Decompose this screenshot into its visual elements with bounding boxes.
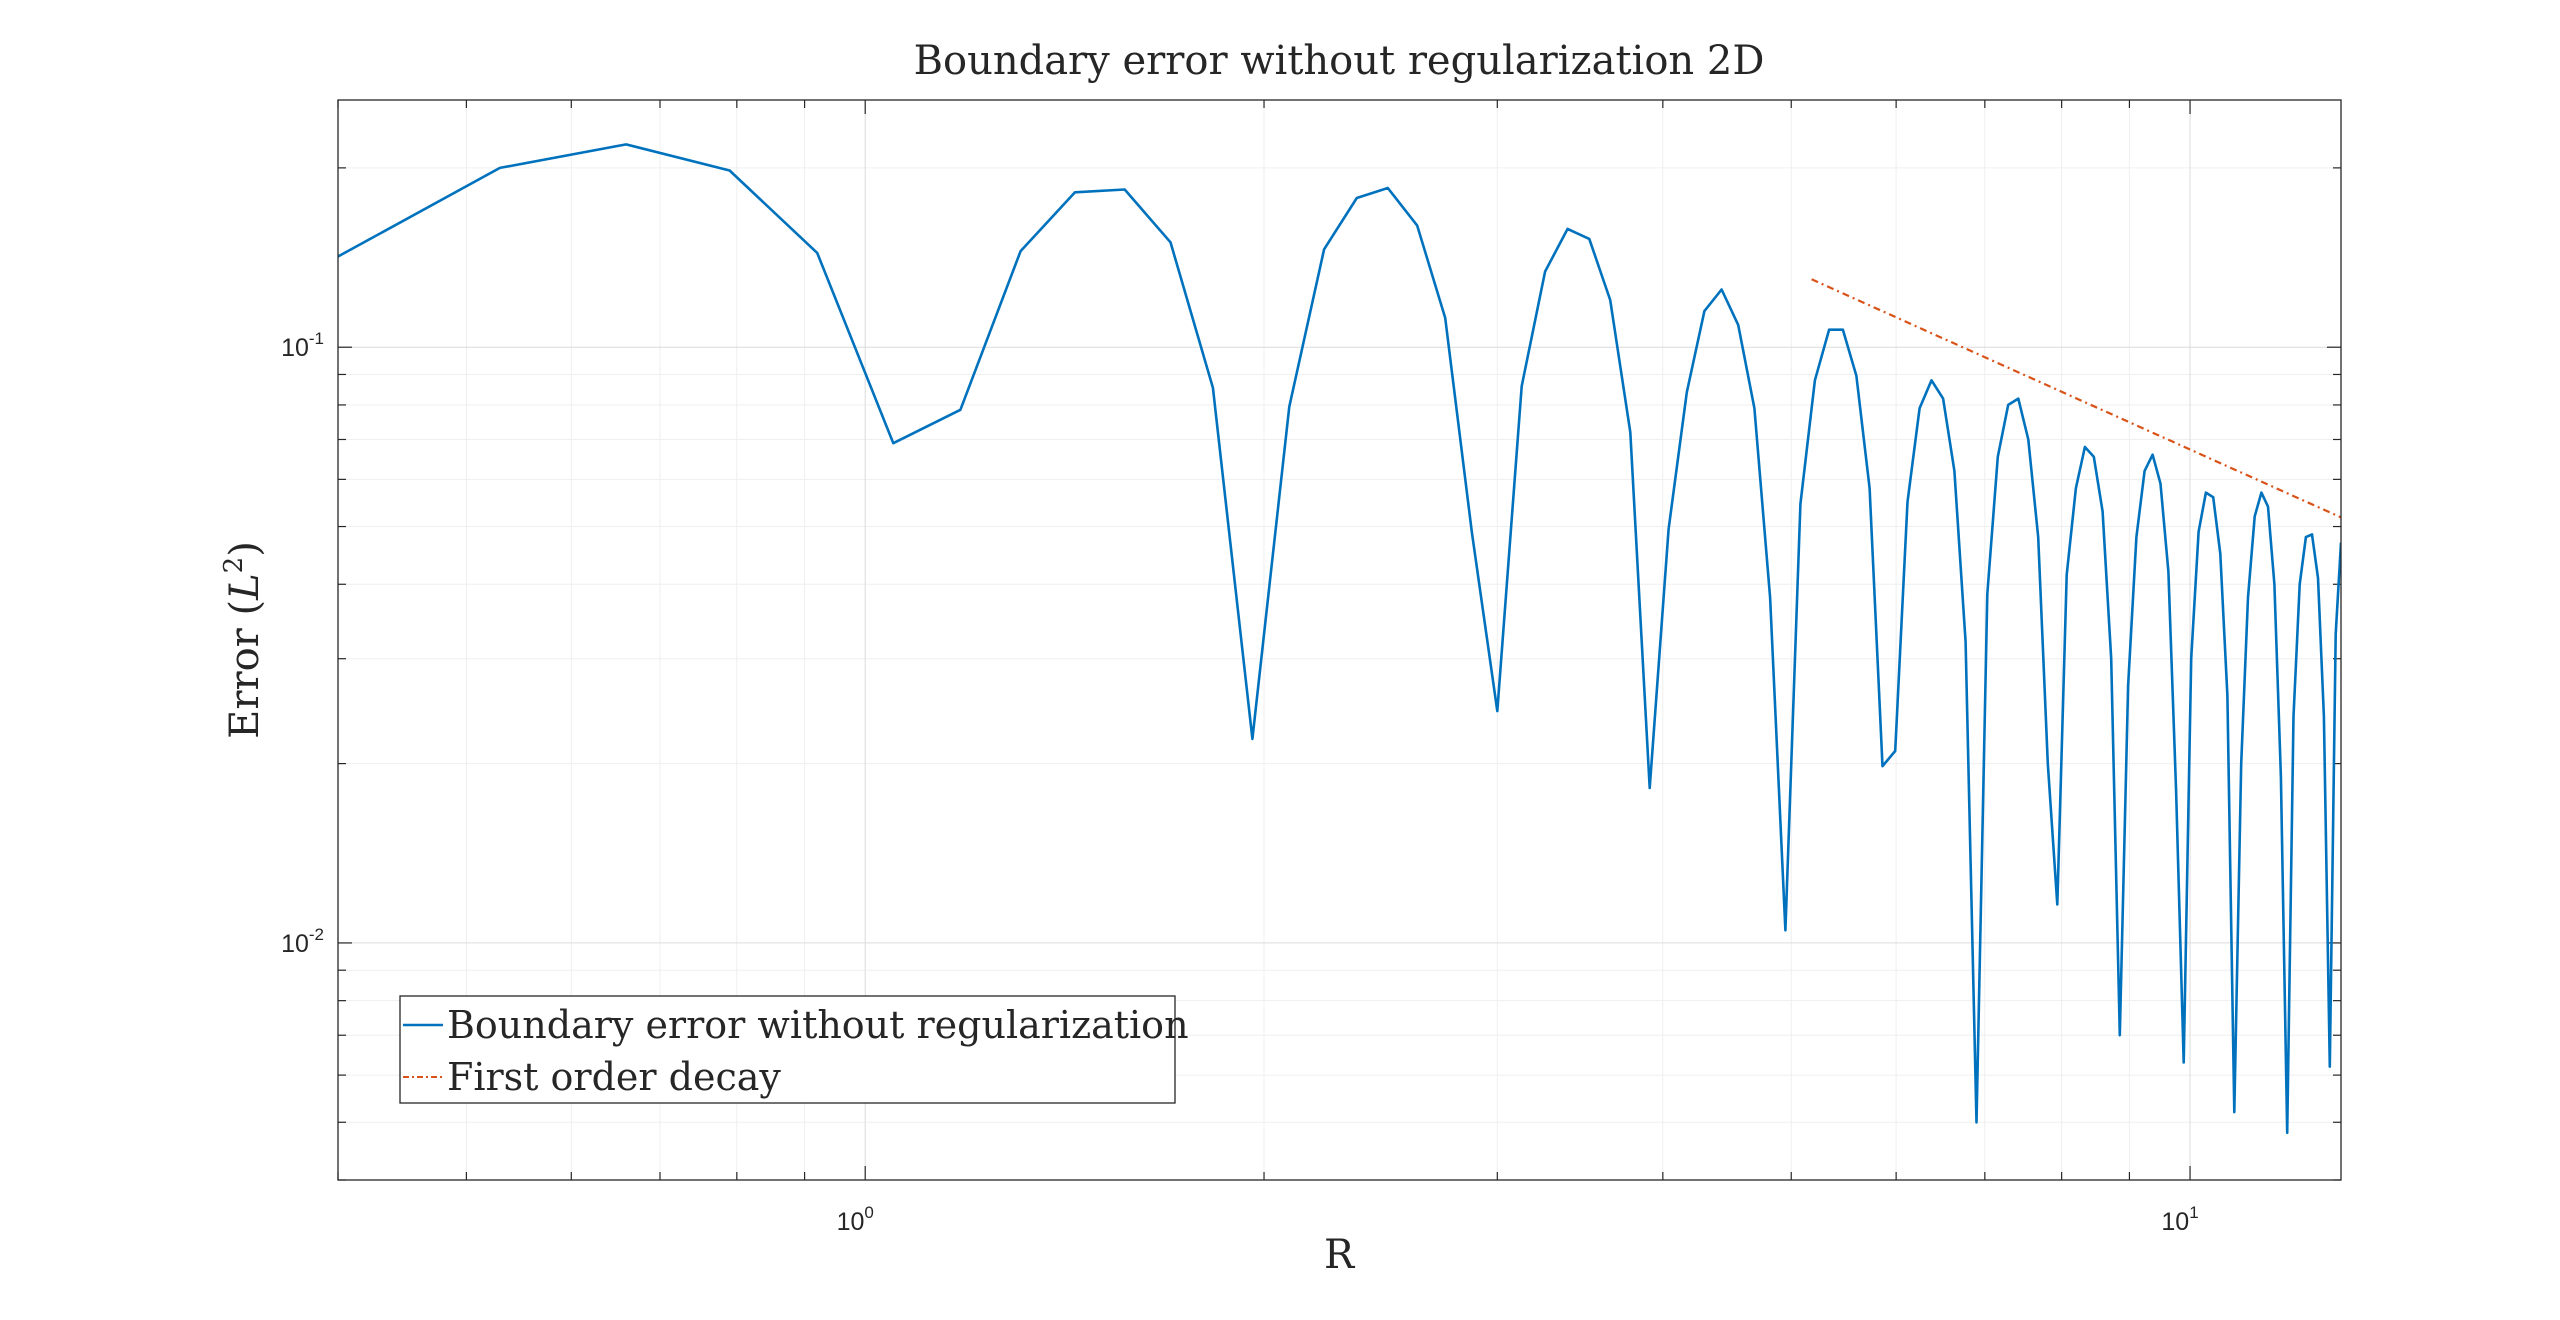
x-tick-label: 100 xyxy=(837,1203,874,1236)
legend-box xyxy=(399,995,1176,1104)
y-axis-label-close: ) xyxy=(222,541,268,557)
y-tick-label: 10-2 xyxy=(281,925,324,958)
x-tick-label: 101 xyxy=(2161,1203,2198,1236)
y-axis-label-sup: 2 xyxy=(219,557,249,574)
x-tick-labels: 100 101 xyxy=(837,1203,2199,1236)
y-tick-label: 10-1 xyxy=(281,329,324,362)
y-axis-label-main: Error ( xyxy=(222,600,268,739)
legend-label-first-order-decay: First order decay xyxy=(447,1055,781,1099)
series-line-boundary-error xyxy=(338,143,2341,1135)
y-axis-label-italic: L xyxy=(222,573,268,601)
chart-title: Boundary error without regularization 2D xyxy=(914,38,1765,84)
y-axis-label: Error (L2) xyxy=(219,541,268,739)
y-tick-labels: 10-2 10-1 xyxy=(281,329,324,958)
legend: Boundary error without regularization Fi… xyxy=(399,995,1189,1104)
series-line-first-order-decay xyxy=(1811,278,2341,519)
legend-label-boundary-error: Boundary error without regularization xyxy=(447,1003,1189,1047)
series-layer xyxy=(338,143,2341,1135)
x-axis-label: R xyxy=(1324,1232,1356,1278)
plot-frame xyxy=(337,99,2342,1181)
